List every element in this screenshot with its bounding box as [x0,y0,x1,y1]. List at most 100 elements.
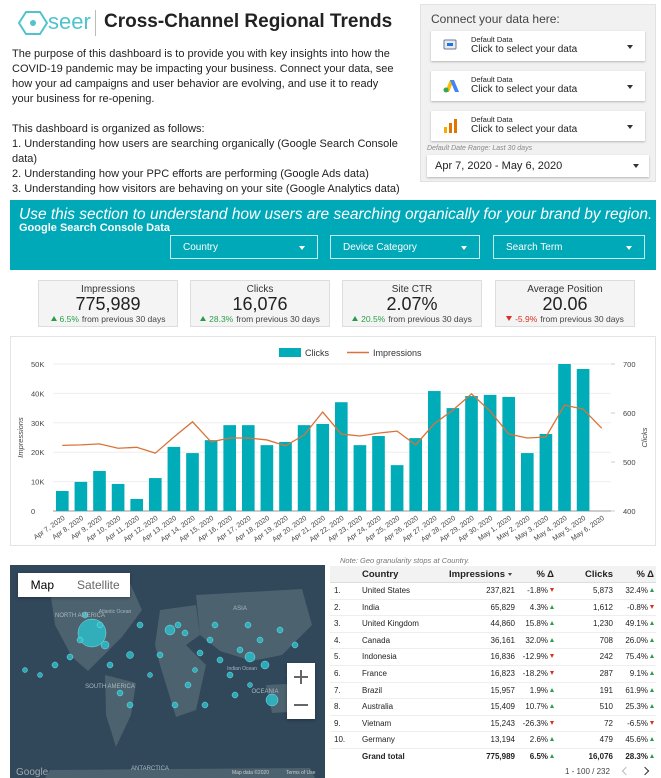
table-cell: 15,243 [430,719,515,728]
table-total: Grand total 775,989 6.5% 16,076 28.3% [330,748,656,764]
legend-label: Clicks [305,348,329,358]
delta-arrow [650,754,654,758]
table-cell: 1.9% [518,686,554,695]
cell-text: 32.0% [525,635,548,645]
filter-dropdown[interactable]: Search Term [493,235,645,259]
delta-arrow [550,604,554,609]
cell-text: 8. [334,702,341,712]
cell-text: 5,873 [592,586,613,595]
caret [627,85,633,89]
bar [409,438,423,511]
bar [241,425,255,511]
section-headline: Use this section to understand how users… [19,206,653,223]
table-row: 2. India 65,829 4.3% 1,612 -0.8% [330,599,656,617]
date-selector[interactable]: Apr 7, 2020 - May 6, 2020 [427,155,649,177]
connect-title: Connect your data here: [431,12,560,26]
bar [483,394,497,511]
logo: seer [48,9,91,34]
map-bubble [164,624,176,636]
column-header[interactable]: Country [362,569,399,580]
next-page[interactable] [640,766,650,776]
column-header[interactable]: Impressions [449,569,505,580]
scorecard-value: 16,076 [232,294,288,314]
map-tab[interactable]: Map [30,578,55,592]
cell-text: 1. [334,586,341,595]
source-action: Click to select your data [471,124,578,135]
scorecard-title: Impressions [81,284,135,295]
scorecard-comparison: from previous 30 days [388,314,472,324]
map-label: Indian Ocean [227,666,257,672]
column-header[interactable]: % Δ [636,569,654,580]
filter-dropdown[interactable]: Country [170,235,318,259]
delta-arrow [550,621,554,626]
delta-arrow [650,671,654,675]
scorecard-comparison: from previous 30 days [540,314,624,324]
zoom-out[interactable] [294,704,308,706]
map-bubble [156,651,164,659]
x-tick-label: May 6, 2020 [570,515,606,543]
table-cell: 2.6% [518,735,554,744]
land [45,768,315,778]
data-source-selector[interactable]: Default Data Click to select your data [431,111,645,141]
table-cell: Brazil [362,686,437,695]
column-header[interactable]: Clicks [585,569,613,580]
bar [204,440,218,511]
cell-text: 16,836 [490,652,515,662]
map-bubble [22,667,28,673]
map-bubble [247,682,253,688]
table-cell: 49.1% [618,619,654,628]
zoom-control [287,663,315,719]
scorecards: Impressions 775,989 6.5% from previous 30 d… [0,280,661,330]
table-cell: 9.1% [618,669,654,678]
cell-text: 2. [334,602,341,612]
cell-text: 1.9% [529,685,548,695]
cell-text: 26.0% [625,635,648,645]
table-cell: -0.8% [618,603,654,612]
map-bubble [256,636,264,644]
line [62,393,603,454]
caret [633,164,639,168]
data-source-selector[interactable]: Default Data Click to select your data [431,31,645,61]
prev-page[interactable] [621,766,631,776]
map-bubble [66,653,74,661]
table-cell: 16,823 [430,669,515,678]
scorecard-comparison: from previous 30 days [81,314,166,324]
bar [372,436,385,511]
intro-paragraph: The purpose of this dashboard is to prov… [12,48,394,105]
table-cell: 5,873 [557,586,613,595]
pagination: 1 - 100 / 232 [565,767,610,776]
map[interactable]: NORTH AMERICA SOUTH AMERICA ASIA OCEANIA ANT… [10,565,325,778]
delta-arrow [650,604,654,609]
bar [390,465,404,511]
map-bubble [231,691,239,699]
table-cell: 5. [334,652,356,661]
table-cell: 237,821 [430,586,515,595]
map-canvas: NORTH AMERICA SOUTH AMERICA ASIA OCEANIA ANT… [16,583,316,778]
table-cell: 26.0% [618,636,654,645]
column-header[interactable]: % Δ [536,569,554,580]
cell-text: -12.9% [522,652,548,662]
cell-text: 9.1% [629,669,648,678]
map-label: ASIA [233,606,247,612]
cell-text: 28.3% [625,752,648,761]
map-bubble [216,656,224,664]
zoom-in-v [300,670,302,684]
data-source-selector[interactable]: Default Data Click to select your data [431,71,645,101]
delta-arrow [550,588,554,592]
map-tab[interactable]: Satellite [77,578,120,592]
filter-dropdown[interactable]: Device Category [330,235,480,259]
title: Cross-Channel Regional Trends [104,11,393,32]
cell-text: 775,989 [486,752,515,761]
scorecard: Average Position 20.06 -5.9% from previous … [495,280,635,327]
cell-text: 6. [334,669,341,678]
scorecard-delta-line: 28.3% from previous 30 days [191,314,329,324]
table-cell: 61.9% [618,686,654,695]
scorecard-delta-line: 20.5% from previous 30 days [343,314,481,324]
table-cell: Indonesia [362,652,437,661]
y-axis-title: Impressions [16,417,25,458]
filter-label: Country [183,242,219,253]
delta-arrow [650,704,654,709]
cell-text: 72 [604,718,613,728]
map-bubble [171,701,179,709]
scorecard: Clicks 16,076 28.3% from previous 30 days [190,280,330,327]
